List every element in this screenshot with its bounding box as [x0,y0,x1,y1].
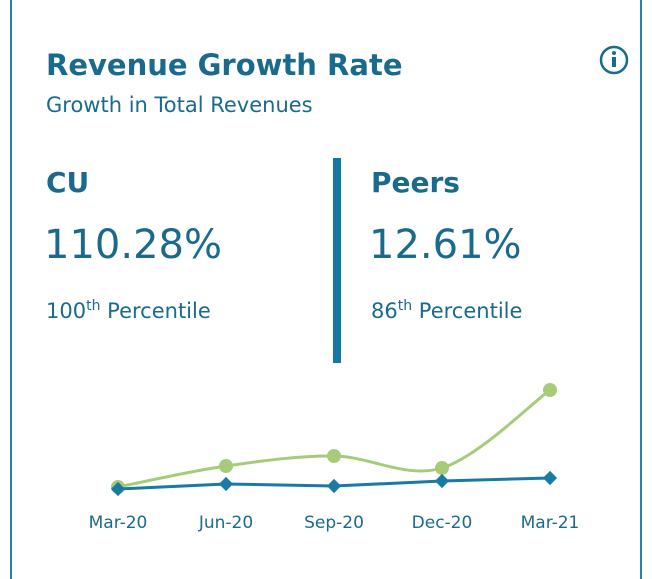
point [434,473,450,489]
stat-label: Peers [371,166,460,199]
rank-label: Percentile [107,299,211,323]
x-tick-label: Dec-20 [412,513,473,533]
rank-suffix: th [86,298,101,314]
x-tick-label: Mar-21 [521,513,580,533]
point [435,461,449,475]
stat-value: 12.61% [369,222,522,268]
x-tick-label: Jun-20 [198,513,253,533]
rank: 86 [371,299,398,323]
series-line [117,388,551,489]
point [219,459,233,473]
stat-rank: 100th Percentile [46,298,211,323]
rank: 100 [46,299,87,323]
point [110,481,126,497]
x-tick-label: Sep-20 [304,513,364,533]
title: Revenue Growth Rate [46,48,403,82]
info-icon[interactable] [599,45,629,75]
point [326,478,342,494]
stat-value: 110.28% [44,222,222,268]
point [542,470,558,486]
rank-suffix: th [397,298,413,314]
point [218,476,234,492]
stat-label: CU [46,166,90,199]
subtitle: Growth in Total Revenues [46,93,313,117]
point [543,383,557,397]
point [327,449,341,463]
x-tick-label: Mar-20 [89,513,148,533]
divider [333,158,341,363]
rank-label: Percentile [418,299,523,323]
stat-rank: 86th Percentile [371,298,522,323]
